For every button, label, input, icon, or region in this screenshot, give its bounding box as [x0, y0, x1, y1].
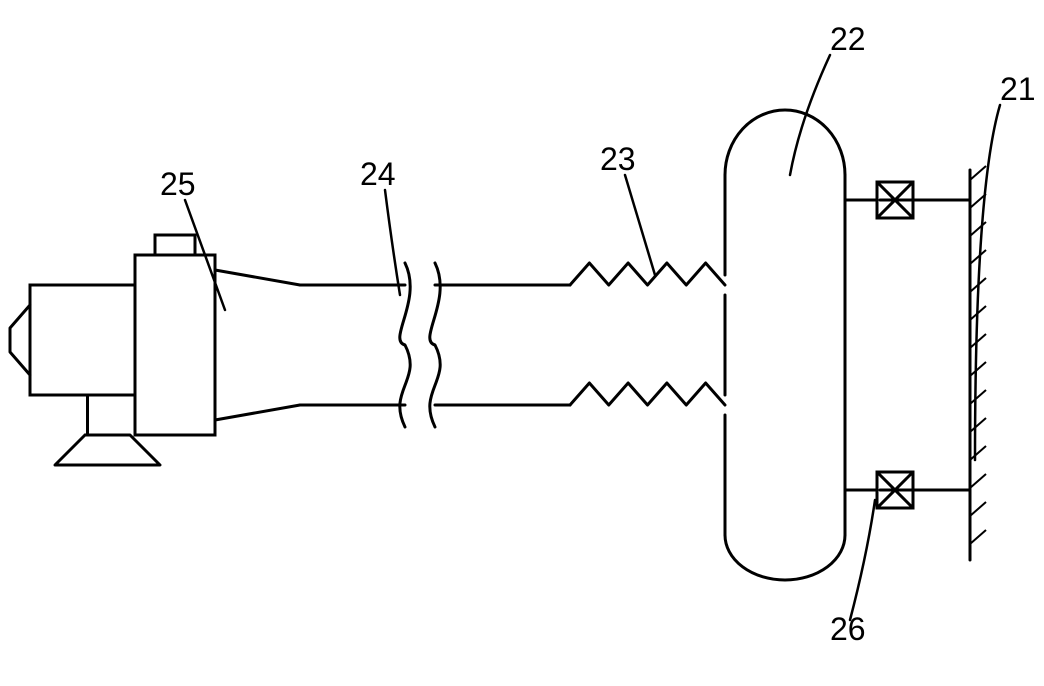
bellows-top: [570, 263, 725, 285]
label-text: 24: [360, 156, 396, 192]
label-21: 21: [975, 71, 1036, 460]
label-23: 23: [600, 141, 655, 275]
motor-cone: [10, 305, 30, 375]
engineering-diagram: 21 22 23 24 25 26: [0, 0, 1044, 686]
pump-assembly: [30, 235, 215, 435]
label-text: 25: [160, 166, 196, 202]
leader-line: [850, 500, 875, 620]
label-22: 22: [790, 21, 866, 175]
pump-base: [55, 435, 160, 465]
tank-dome-top: [725, 110, 845, 175]
pump-cap: [155, 235, 195, 255]
bellows-bottom: [570, 383, 725, 405]
label-text: 26: [830, 611, 866, 647]
leader-line: [625, 175, 655, 275]
label-24: 24: [360, 156, 400, 295]
tank-dome-bottom: [725, 535, 845, 580]
label-text: 21: [1000, 71, 1036, 107]
label-text: 23: [600, 141, 636, 177]
leader-line: [975, 105, 1000, 460]
label-text: 22: [830, 21, 866, 57]
wall: [970, 166, 986, 544]
motor-body: [30, 285, 135, 395]
pump-nozzle: [215, 270, 300, 420]
label-26: 26: [830, 500, 875, 647]
pump-body: [135, 255, 215, 435]
leader-line: [385, 190, 400, 295]
